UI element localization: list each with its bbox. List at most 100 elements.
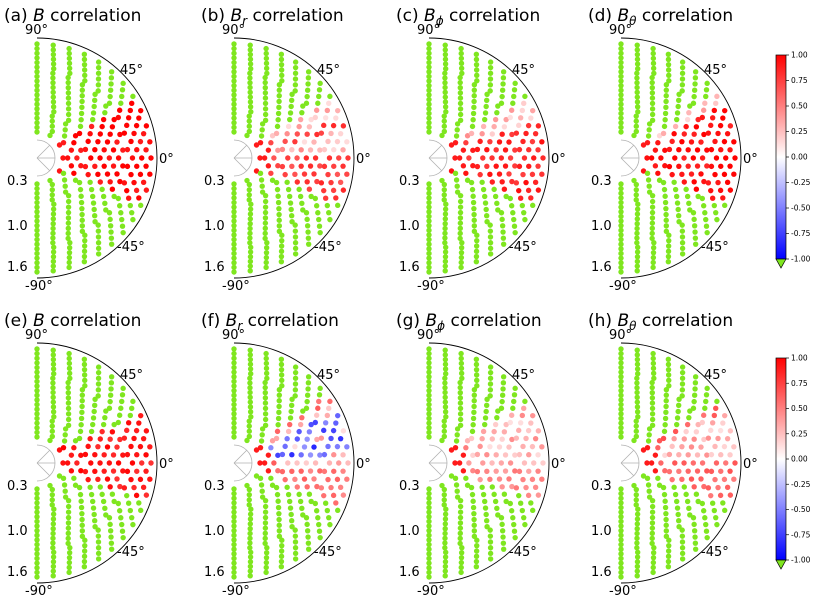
correlation-point xyxy=(635,506,641,512)
angle-tick-label: 45° xyxy=(317,63,340,78)
correlation-point xyxy=(74,460,80,466)
correlation-point xyxy=(66,249,73,256)
correlation-point xyxy=(700,107,707,113)
correlation-point xyxy=(253,168,260,174)
correlation-point xyxy=(268,475,274,481)
correlation-point xyxy=(77,186,84,193)
correlation-point xyxy=(727,428,734,434)
correlation-point xyxy=(479,436,485,442)
correlation-point xyxy=(722,202,728,209)
correlation-point xyxy=(470,163,476,169)
correlation-point xyxy=(247,366,254,372)
correlation-point xyxy=(634,211,641,217)
correlation-point xyxy=(130,521,136,528)
correlation-point xyxy=(634,94,641,100)
correlation-point xyxy=(262,220,269,226)
correlation-point xyxy=(691,436,697,442)
radius-tick-label: 1.6 xyxy=(399,260,420,275)
correlation-point xyxy=(263,259,269,266)
correlation-point xyxy=(61,438,68,444)
correlation-point xyxy=(426,565,432,571)
correlation-point xyxy=(487,88,493,94)
correlation-point xyxy=(705,485,712,491)
correlation-point xyxy=(442,235,448,241)
correlation-point xyxy=(649,74,655,81)
correlation-point xyxy=(633,123,639,129)
panel-var: B xyxy=(226,311,238,331)
radius-tick-label: 1.6 xyxy=(7,260,28,275)
correlation-point xyxy=(49,192,55,198)
correlation-point xyxy=(649,535,655,542)
correlation-point xyxy=(693,429,700,435)
correlation-point xyxy=(100,498,107,505)
correlation-point xyxy=(690,100,697,106)
radius-tick-label: 1.0 xyxy=(204,524,225,539)
correlation-point xyxy=(498,460,505,466)
correlation-point xyxy=(662,452,668,458)
correlation-point xyxy=(124,187,130,194)
correlation-point xyxy=(426,218,432,224)
correlation-point xyxy=(442,559,449,565)
correlation-point xyxy=(111,193,117,200)
correlation-point xyxy=(247,549,254,555)
correlation-point xyxy=(517,420,524,426)
correlation-point xyxy=(49,197,55,203)
radius-tick-label: 1.0 xyxy=(399,524,420,539)
correlation-point xyxy=(662,498,668,504)
correlation-point xyxy=(482,110,489,116)
correlation-point xyxy=(646,127,652,133)
correlation-point xyxy=(480,460,486,466)
correlation-point xyxy=(143,187,150,193)
correlation-point xyxy=(65,503,72,510)
radius-tick-label: 1.0 xyxy=(7,219,28,234)
correlation-point xyxy=(692,229,698,235)
correlation-point xyxy=(684,421,691,428)
correlation-point xyxy=(650,550,657,556)
correlation-point xyxy=(317,385,323,392)
correlation-point xyxy=(76,130,83,137)
correlation-point xyxy=(474,537,480,543)
correlation-point xyxy=(143,163,149,169)
correlation-point xyxy=(326,405,332,412)
correlation-point xyxy=(703,521,709,528)
correlation-point xyxy=(92,219,98,225)
panel-h: (h) Bθ correlation90°45°0°-45°-90°0.31.0… xyxy=(588,311,758,599)
correlation-point xyxy=(87,484,93,490)
correlation-point xyxy=(426,541,432,548)
correlation-point xyxy=(457,514,464,521)
correlation-point xyxy=(473,356,480,362)
correlation-point xyxy=(79,516,85,523)
correlation-point xyxy=(344,139,350,145)
correlation-point xyxy=(65,95,72,101)
correlation-point xyxy=(50,545,56,551)
correlation-point xyxy=(695,193,701,200)
correlation-point xyxy=(301,139,308,145)
correlation-point xyxy=(231,420,237,426)
correlation-point xyxy=(231,523,237,529)
correlation-point xyxy=(663,510,669,517)
correlation-point xyxy=(276,403,282,410)
correlation-point xyxy=(649,525,656,531)
angle-tick-label: -90° xyxy=(609,279,637,294)
correlation-point xyxy=(618,181,624,187)
correlation-point xyxy=(292,550,299,557)
correlation-point xyxy=(304,87,311,93)
correlation-point xyxy=(269,133,276,139)
correlation-point xyxy=(34,181,40,187)
correlation-point xyxy=(92,146,98,153)
correlation-point xyxy=(275,147,281,153)
correlation-point xyxy=(65,192,72,199)
correlation-point xyxy=(484,163,490,170)
correlation-point xyxy=(50,399,57,405)
correlation-point xyxy=(304,398,310,405)
correlation-point xyxy=(442,66,449,72)
correlation-point xyxy=(50,99,57,105)
panel-letter: (c) xyxy=(396,6,424,26)
correlation-point xyxy=(108,235,115,241)
correlation-point xyxy=(287,505,294,511)
correlation-point xyxy=(634,554,641,560)
correlation-point xyxy=(618,490,624,497)
panel-title-rest: correlation xyxy=(445,311,542,331)
correlation-point xyxy=(285,155,291,161)
correlation-point xyxy=(489,179,495,185)
